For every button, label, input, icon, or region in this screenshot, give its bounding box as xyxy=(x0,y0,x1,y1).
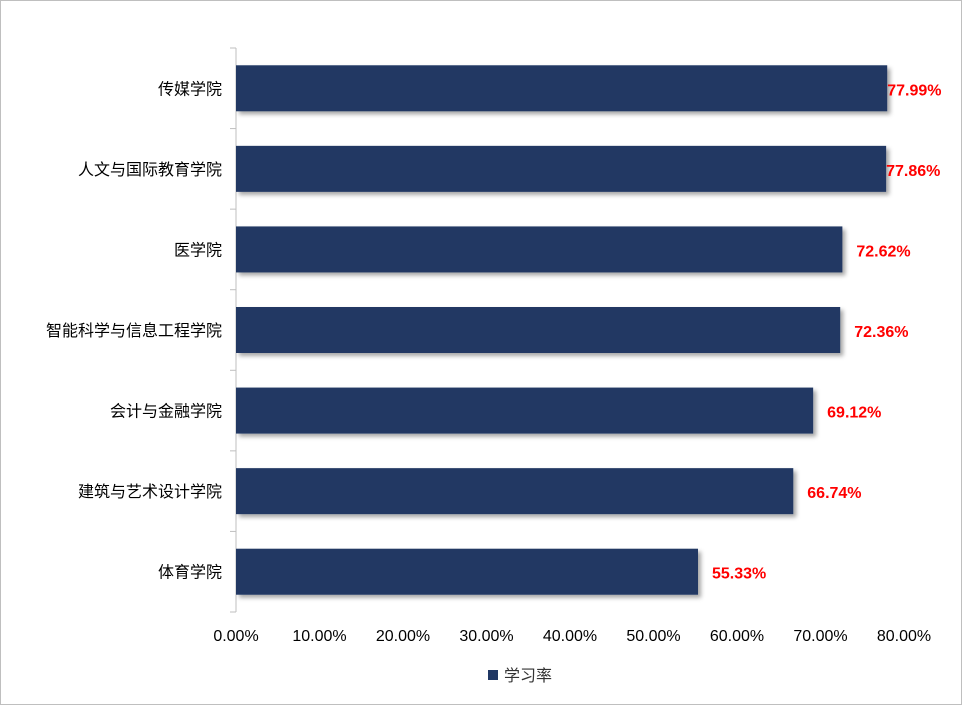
bar xyxy=(236,145,887,192)
bar xyxy=(236,468,794,515)
bar xyxy=(236,226,843,273)
data-label: 69.12% xyxy=(827,405,881,422)
category-label: 医学院 xyxy=(174,240,222,259)
x-tick-label: 80.00% xyxy=(877,628,931,645)
x-tick-label: 0.00% xyxy=(213,628,258,645)
data-label: 77.99% xyxy=(887,82,941,99)
bar xyxy=(236,387,814,434)
category-label: 人文与国际教育学院 xyxy=(78,160,222,179)
x-tick-label: 50.00% xyxy=(626,628,680,645)
x-tick-label: 30.00% xyxy=(459,628,513,645)
x-tick-label: 70.00% xyxy=(793,628,847,645)
bar xyxy=(236,548,699,595)
category-label: 智能科学与信息工程学院 xyxy=(46,321,222,340)
legend-label: 学习率 xyxy=(504,666,552,685)
category-label: 体育学院 xyxy=(158,563,222,582)
bar xyxy=(236,307,841,353)
x-tick-label: 60.00% xyxy=(710,628,764,645)
category-label: 传媒学院 xyxy=(158,79,222,98)
data-label: 66.74% xyxy=(807,485,861,502)
x-tick-label: 20.00% xyxy=(376,628,430,645)
legend-swatch xyxy=(488,670,498,680)
data-label: 55.33% xyxy=(712,566,766,583)
x-tick-label: 10.00% xyxy=(292,628,346,645)
category-label: 会计与金融学院 xyxy=(110,402,222,421)
x-tick-label: 40.00% xyxy=(543,628,597,645)
category-label: 建筑与艺术设计学院 xyxy=(78,482,222,501)
data-label: 72.36% xyxy=(854,324,908,341)
data-label: 77.86% xyxy=(886,163,940,180)
data-label: 72.62% xyxy=(856,243,910,260)
bar xyxy=(236,65,888,112)
